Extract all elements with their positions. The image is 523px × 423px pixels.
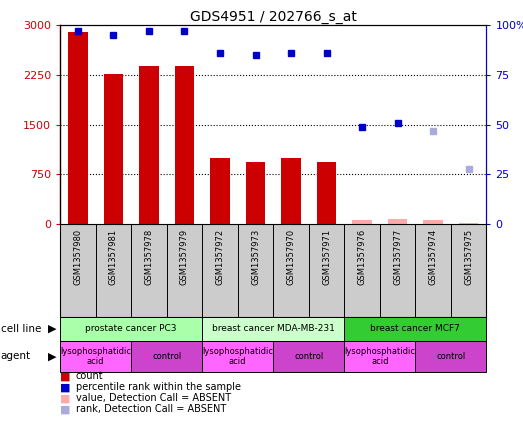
- Title: GDS4951 / 202766_s_at: GDS4951 / 202766_s_at: [190, 10, 357, 25]
- Text: lysophosphatidic
acid: lysophosphatidic acid: [202, 347, 273, 366]
- Bar: [344, 341, 415, 372]
- Bar: [353, 220, 372, 224]
- Bar: [344, 317, 486, 341]
- Bar: [139, 66, 158, 224]
- Text: breast cancer MDA-MB-231: breast cancer MDA-MB-231: [212, 324, 335, 333]
- Text: lysophosphatidic
acid: lysophosphatidic acid: [60, 347, 131, 366]
- Text: GSM1357980: GSM1357980: [73, 229, 83, 285]
- Text: value, Detection Call = ABSENT: value, Detection Call = ABSENT: [76, 393, 231, 404]
- Text: lysophosphatidic
acid: lysophosphatidic acid: [344, 347, 415, 366]
- Text: GSM1357979: GSM1357979: [180, 229, 189, 285]
- Bar: [60, 317, 202, 341]
- Text: GSM1357972: GSM1357972: [215, 229, 224, 285]
- Text: breast cancer MCF7: breast cancer MCF7: [370, 324, 460, 333]
- Text: GSM1357973: GSM1357973: [251, 229, 260, 285]
- Bar: [210, 158, 230, 224]
- Text: control: control: [294, 352, 323, 361]
- Text: GSM1357976: GSM1357976: [358, 229, 367, 285]
- Bar: [459, 223, 479, 224]
- Text: GSM1357974: GSM1357974: [429, 229, 438, 285]
- Text: rank, Detection Call = ABSENT: rank, Detection Call = ABSENT: [76, 404, 226, 415]
- Bar: [423, 220, 443, 224]
- Text: prostate cancer PC3: prostate cancer PC3: [85, 324, 177, 333]
- Bar: [388, 219, 407, 224]
- Bar: [246, 162, 265, 224]
- Bar: [317, 162, 336, 224]
- Text: GSM1357975: GSM1357975: [464, 229, 473, 285]
- Bar: [202, 317, 344, 341]
- Text: control: control: [152, 352, 181, 361]
- Bar: [281, 158, 301, 224]
- Text: GSM1357978: GSM1357978: [144, 229, 153, 285]
- Text: count: count: [76, 371, 104, 382]
- Text: ■: ■: [60, 382, 71, 393]
- Bar: [273, 341, 344, 372]
- Text: GSM1357971: GSM1357971: [322, 229, 331, 285]
- Bar: [202, 341, 273, 372]
- Text: GSM1357970: GSM1357970: [287, 229, 295, 285]
- Bar: [60, 341, 131, 372]
- Text: control: control: [436, 352, 465, 361]
- Text: ■: ■: [60, 371, 71, 382]
- Bar: [104, 74, 123, 224]
- Text: agent: agent: [1, 352, 31, 361]
- Bar: [68, 32, 88, 224]
- Bar: [415, 341, 486, 372]
- Bar: [175, 66, 194, 224]
- Text: ▶: ▶: [48, 324, 56, 334]
- Bar: [131, 341, 202, 372]
- Text: percentile rank within the sample: percentile rank within the sample: [76, 382, 241, 393]
- Text: ■: ■: [60, 404, 71, 415]
- Text: ▶: ▶: [48, 352, 56, 361]
- Text: cell line: cell line: [1, 324, 41, 334]
- Text: GSM1357981: GSM1357981: [109, 229, 118, 285]
- Text: ■: ■: [60, 393, 71, 404]
- Text: GSM1357977: GSM1357977: [393, 229, 402, 285]
